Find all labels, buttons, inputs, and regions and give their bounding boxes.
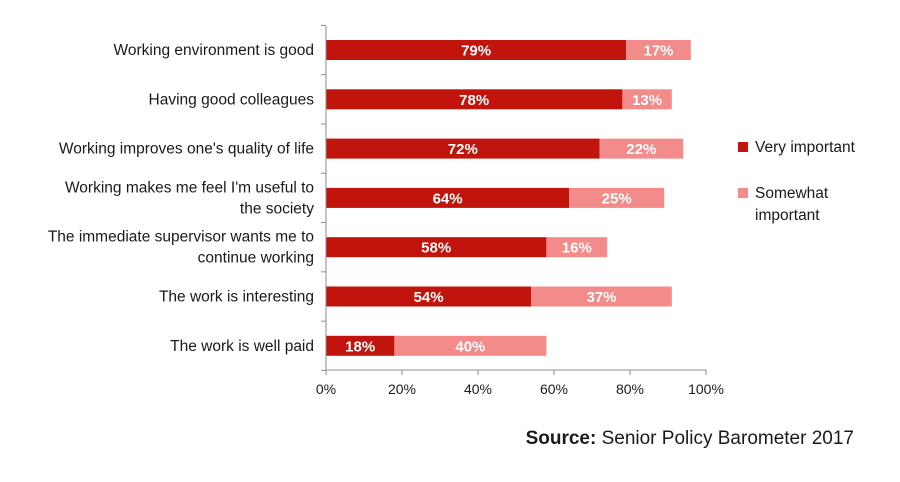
- legend-swatch-very: [738, 142, 748, 152]
- category-labels: Working environment is good Having good c…: [48, 42, 314, 355]
- data-label: 40%: [455, 338, 485, 355]
- x-tick-label: 60%: [540, 381, 568, 397]
- source-note: Source: Senior Policy Barometer 2017: [526, 428, 854, 450]
- legend: Very important Somewhat important: [738, 139, 856, 224]
- bar-somewhat-3: [569, 187, 665, 208]
- bar-very-6: [326, 335, 395, 356]
- bar-very-0: [326, 40, 627, 60]
- data-label: 17%: [643, 43, 673, 60]
- x-tick-label: 100%: [688, 381, 724, 397]
- bar-somewhat-4: [546, 237, 608, 258]
- data-label: 37%: [586, 289, 616, 306]
- category-label: The work is interesting: [159, 289, 314, 306]
- category-label: Working improves one's quality of life: [59, 141, 314, 158]
- bar-very-1: [326, 89, 623, 110]
- x-tick-label: 40%: [464, 381, 492, 397]
- bar-very-2: [326, 138, 600, 159]
- category-label: the society: [240, 200, 314, 217]
- bar-very-5: [326, 286, 532, 307]
- bar-somewhat-2: [599, 138, 684, 159]
- x-axis: 0% 20% 40% 60% 80% 100%: [316, 24, 724, 397]
- category-label: Working makes me feel I'm useful to: [65, 179, 314, 196]
- category-label: Working environment is good: [114, 42, 314, 59]
- data-label: 22%: [626, 141, 656, 158]
- category-label: Having good colleagues: [149, 91, 315, 108]
- x-tick-label: 0%: [316, 381, 336, 397]
- source-text: Senior Policy Barometer 2017: [596, 428, 854, 449]
- bar-somewhat-6: [394, 335, 547, 356]
- data-label: 13%: [632, 92, 662, 109]
- bar-very-4: [326, 237, 547, 258]
- bar-very-3: [326, 187, 570, 208]
- legend-swatch-somewhat: [738, 188, 748, 198]
- data-label: 78%: [459, 92, 489, 109]
- data-label: 16%: [562, 240, 592, 257]
- data-label: 64%: [433, 190, 463, 207]
- legend-label: important: [755, 207, 820, 224]
- category-label: continue working: [198, 250, 314, 267]
- data-label: 58%: [421, 240, 451, 257]
- x-tick-label: 20%: [388, 381, 416, 397]
- bar-somewhat-0: [626, 40, 691, 60]
- legend-label: Very important: [755, 139, 856, 156]
- data-label: 25%: [602, 190, 632, 207]
- data-label: 79%: [461, 43, 491, 60]
- data-label: 18%: [345, 338, 375, 355]
- category-label: The immediate supervisor wants me to: [48, 229, 314, 246]
- source-prefix: Source:: [525, 428, 597, 449]
- data-label: 54%: [414, 289, 444, 306]
- bar-somewhat-5: [531, 286, 672, 307]
- x-tick-label: 80%: [616, 381, 644, 397]
- bar-somewhat-1: [622, 89, 672, 110]
- bars-group: 79% 17% 78% 13% 72% 22% 64% 25% 58% 16% 54% 37% 18% 4…: [326, 40, 691, 356]
- data-label: 72%: [448, 141, 478, 158]
- category-label: The work is well paid: [170, 338, 314, 355]
- legend-label: Somewhat: [755, 185, 829, 202]
